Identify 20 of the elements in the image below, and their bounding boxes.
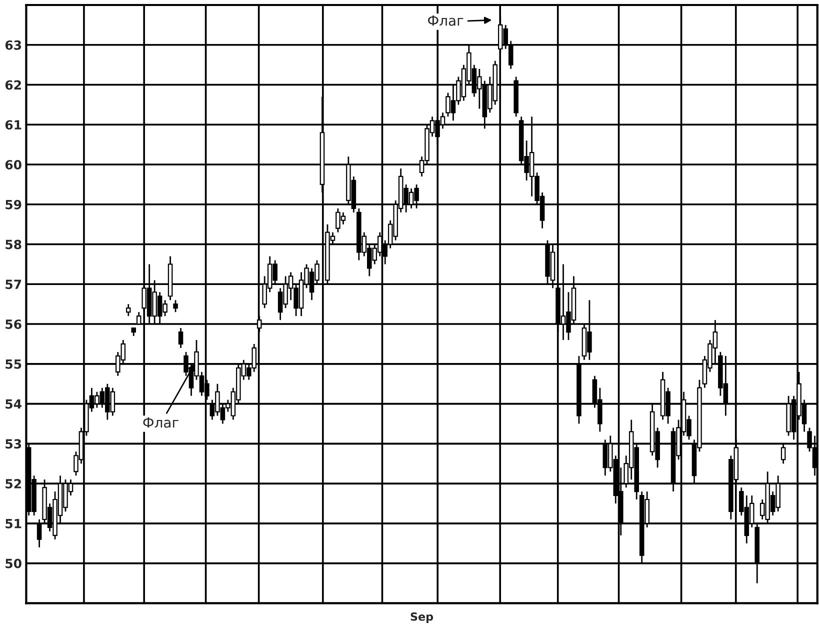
y-tick-label: 55 — [6, 360, 22, 369]
y-tick-label: 50 — [6, 558, 22, 568]
y-tick-label: 61 — [5, 120, 22, 130]
y-tick-label: 51 — [6, 519, 22, 528]
y-tick-label: 63 — [5, 40, 22, 50]
candlestick — [173, 299, 178, 313]
x-axis-title: Sep — [410, 612, 434, 623]
annotation: Флаг — [143, 417, 178, 428]
y-tick-label: 53 — [6, 439, 22, 449]
y-tick-label: 56 — [6, 320, 22, 329]
y-tick-label: 62 — [5, 80, 21, 90]
y-tick-label: 59 — [6, 200, 22, 210]
y-tick-label: 58 — [6, 240, 22, 250]
candlestick — [178, 327, 184, 349]
annotation: Флаг — [428, 15, 464, 26]
y-tick-label: 57 — [6, 280, 22, 290]
candlestick — [126, 303, 131, 317]
y-tick-label: 60 — [5, 160, 22, 170]
y-tick-label: 54 — [6, 399, 22, 409]
y-tick-label: 52 — [6, 479, 21, 488]
